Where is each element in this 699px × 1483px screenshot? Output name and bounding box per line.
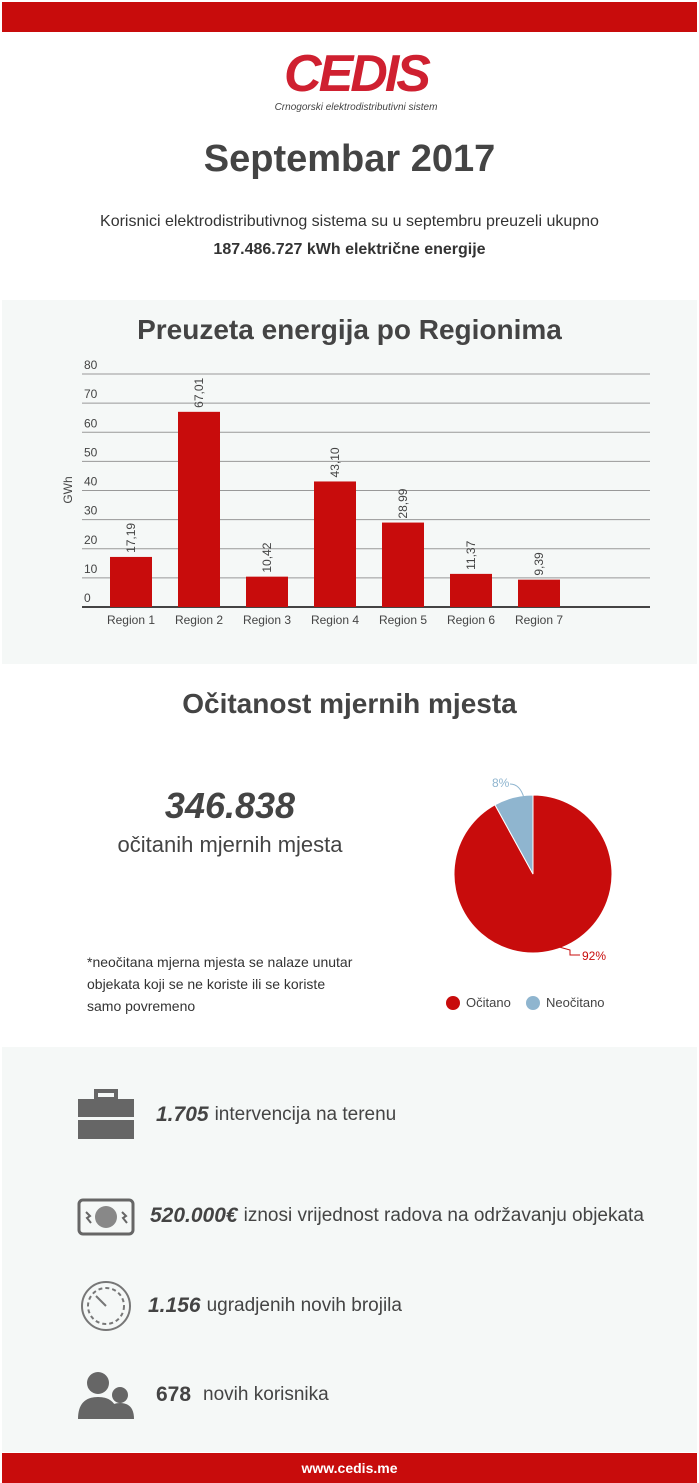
stat-meters: 1.156 ugradjenih novih brojila — [148, 1294, 402, 1318]
legend-item-neocitano: Neočitano — [526, 995, 605, 1010]
bar-data-label: 28,99 — [396, 488, 410, 518]
stats-section: 1.705 intervencija na terenu 520.000€ izno… — [2, 1047, 697, 1452]
chart-title: Preuzeta energija po Regionima — [137, 314, 562, 345]
stat-value: 678 — [156, 1383, 192, 1406]
stat-value: 1.156 — [148, 1294, 201, 1317]
x-tick-label: Region 6 — [447, 613, 495, 627]
y-tick-label: 60 — [84, 416, 98, 430]
top-bar — [2, 2, 697, 32]
logo-subtitle: Crnogorski elektrodistributivni sistem — [274, 102, 438, 113]
bar-data-label: 43,10 — [328, 447, 342, 477]
power-plant-icon — [77, 1198, 135, 1236]
note-line: objekata koji se ne koriste ili se koris… — [87, 976, 326, 992]
meter-gauge-icon — [81, 1281, 131, 1331]
legend-dot — [446, 995, 460, 1010]
bar-data-label: 10,42 — [260, 542, 274, 572]
bar — [178, 411, 220, 607]
pie-slice — [453, 794, 613, 954]
legend-label: Neočitano — [546, 995, 605, 1010]
x-tick-label: Region 5 — [379, 613, 427, 627]
bar — [110, 556, 152, 607]
bar — [314, 481, 356, 607]
note-line: *neočitana mjerna mjesta se nalaze unuta… — [87, 954, 353, 970]
bar-data-label: 17,19 — [124, 523, 138, 553]
stat-interventions: 1.705 intervencija na terenu — [156, 1103, 396, 1127]
y-tick-label: 70 — [84, 387, 98, 401]
y-axis-label: GWh — [61, 476, 75, 503]
bar — [382, 522, 424, 607]
stat-maintenance: 520.000€ iznosi vrijednost radova na održ… — [150, 1204, 644, 1228]
pie-label: 8% — [492, 776, 510, 790]
stat-text: novih korisnika — [203, 1384, 329, 1405]
intro-line2: 187.486.727 kWh električne energije — [213, 241, 486, 258]
bar-data-label: 67,01 — [192, 377, 206, 407]
footer-link[interactable]: www.cedis.me — [2, 1453, 697, 1483]
intro-line1: Korisnici elektrodistributivnog sistema … — [100, 213, 599, 230]
legend-item-ocitano: Očitano — [446, 995, 511, 1010]
pie-leader — [551, 944, 580, 956]
x-tick-label: Region 4 — [311, 613, 359, 627]
bar-data-label: 11,37 — [464, 540, 478, 569]
bar — [246, 576, 288, 607]
note-line: samo povremeno — [87, 998, 196, 1014]
y-tick-label: 50 — [84, 445, 98, 459]
y-tick-label: 40 — [84, 475, 98, 489]
toolbox-icon — [78, 1089, 134, 1139]
y-tick-label: 80 — [84, 358, 98, 372]
cedis-logo: CEDIS Crnogorski elektrodistributivni si… — [266, 46, 446, 121]
x-tick-label: Region 2 — [175, 613, 223, 627]
pie-label: 92% — [582, 949, 606, 963]
stat-text: intervencija na terenu — [214, 1104, 397, 1125]
read-count: 346.838 — [164, 785, 296, 826]
pie-slice — [494, 794, 534, 875]
reading-title: Očitanost mjernih mjesta — [182, 688, 517, 719]
stat-text: iznosi vrijednost radova na održavanju o… — [243, 1205, 644, 1226]
users-icon — [78, 1372, 134, 1419]
stat-text: ugradjenih novih brojila — [206, 1295, 402, 1316]
logo-word: CEDIS — [284, 45, 431, 103]
y-tick-label: 0 — [84, 591, 91, 605]
page-title: Septembar 2017 — [203, 138, 496, 180]
legend-dot — [526, 995, 540, 1010]
stat-users: 678 novih korisnika — [156, 1383, 329, 1407]
x-tick-label: Region 1 — [107, 613, 155, 627]
y-tick-label: 30 — [84, 504, 98, 518]
bar-chart: 0 10 20 30 40 50 60 70 80 GWh 17,19 Region 1 67,01 Re… — [61, 358, 650, 627]
x-tick-label: Region 7 — [515, 613, 563, 627]
intro-text: Korisnici elektrodistributivnog sistema … — [0, 208, 699, 264]
pie-leader — [509, 783, 525, 799]
read-caption: očitanih mjernih mjesta — [117, 832, 343, 857]
stat-value: 520.000€ — [150, 1204, 238, 1227]
legend-label: Očitano — [466, 995, 511, 1010]
y-tick-label: 10 — [84, 562, 98, 576]
bar-data-label: 9,39 — [532, 552, 546, 576]
y-tick-label: 20 — [84, 533, 98, 547]
stat-value: 1.705 — [156, 1103, 209, 1126]
footnote: *neočitana mjerna mjesta se nalaze unuta… — [87, 951, 387, 1017]
bar — [518, 579, 560, 607]
x-tick-label: Region 3 — [243, 613, 291, 627]
bar — [450, 573, 492, 607]
